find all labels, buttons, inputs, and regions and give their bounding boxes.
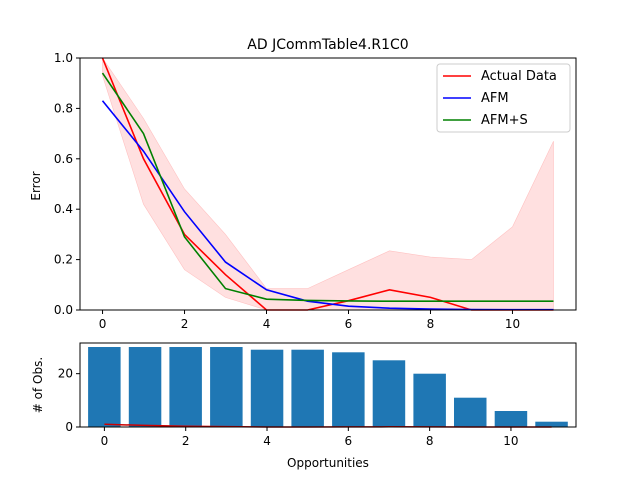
x-tick-label: 4	[263, 434, 271, 448]
obs-bar	[250, 349, 284, 427]
y-axis-label-obs: # of Obs.	[31, 357, 45, 413]
x-tick-label: 10	[505, 317, 520, 331]
obs-bar	[169, 347, 202, 427]
y-tick-label: 0.8	[54, 101, 73, 115]
x-tick-label: 4	[263, 317, 271, 331]
legend: Actual Data AFM AFM+S	[436, 63, 571, 133]
y-axis-label-error: Error	[29, 171, 43, 200]
observations-chart: # of Obs. Opportunities 0 20 0 2 4 6 8 10	[31, 342, 577, 470]
y-tick-label: 0.4	[54, 202, 73, 216]
x-tick-label: 10	[503, 434, 518, 448]
obs-bar	[413, 373, 446, 427]
y-tick-label: 0.0	[54, 303, 73, 317]
chart-title: AD JCommTable4.R1C0	[247, 37, 408, 53]
y-tick-label: 1.0	[54, 51, 73, 65]
legend-box	[436, 63, 571, 133]
legend-label: AFM+S	[481, 113, 528, 128]
error-chart: AD JCommTable4.R1C0 Error 0.00.20.40.60.…	[29, 37, 577, 331]
obs-bar	[128, 347, 162, 427]
y-tick-label: 20	[58, 367, 73, 381]
x-tick-label: 2	[182, 434, 190, 448]
x-axis-label-opportunities: Opportunities	[287, 456, 369, 470]
series-line-afm-s	[101, 72, 554, 303]
plot-frame	[79, 57, 577, 311]
plot-frame	[79, 342, 577, 428]
x-tick-label: 6	[345, 434, 353, 448]
observations-axes: 0 20 0 2 4 6 8 10	[58, 342, 577, 448]
x-tick-label: 2	[181, 317, 189, 331]
x-tick-label: 8	[427, 317, 435, 331]
obs-bar	[535, 421, 568, 427]
obs-bar	[494, 411, 528, 427]
y-tick-label: 0.2	[54, 253, 73, 267]
legend-label: AFM	[481, 91, 509, 106]
error-axes: 0.0 0.2 0.4 0.6 0.8 1.0 0 2 4 6 8 10	[54, 51, 577, 331]
legend-label: Actual Data	[481, 69, 557, 84]
observations-plot-area	[88, 347, 568, 428]
obs-bar	[291, 349, 324, 427]
x-tick-label: 0	[101, 434, 109, 448]
y-tick-label: 0.6	[54, 152, 73, 166]
x-tick-label: 0	[99, 317, 107, 331]
x-tick-label: 8	[426, 434, 434, 448]
obs-bar	[88, 347, 121, 427]
x-tick-label: 6	[345, 317, 353, 331]
obs-bar	[332, 352, 365, 427]
obs-bar	[210, 347, 243, 427]
obs-bar	[454, 397, 487, 427]
obs-bar	[372, 360, 406, 427]
y-tick-label: 0	[65, 420, 73, 434]
